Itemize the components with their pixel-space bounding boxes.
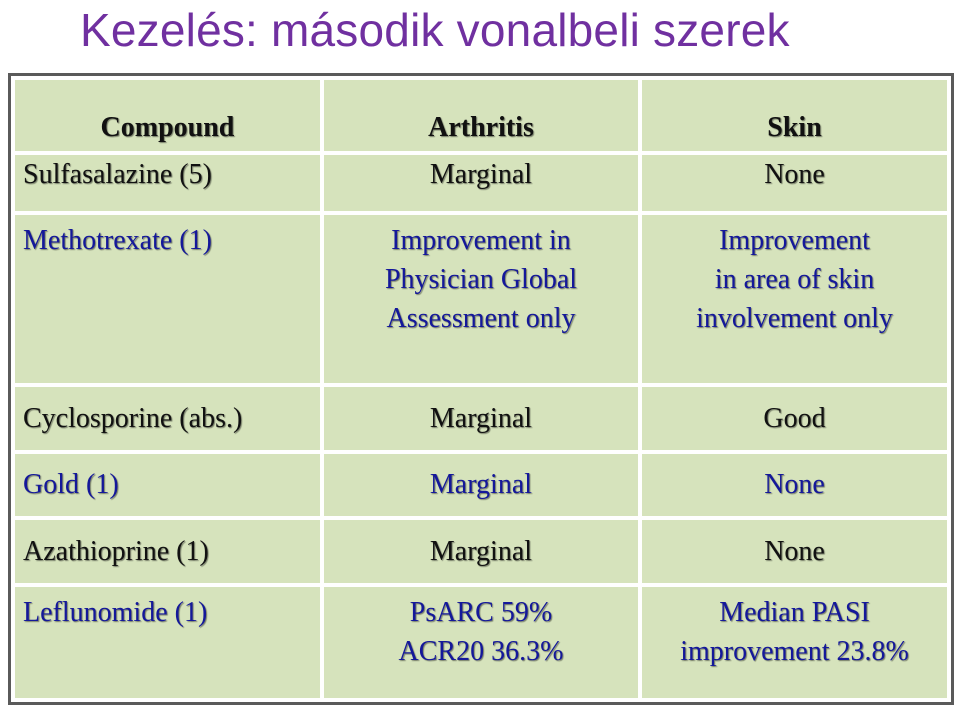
cell-arthritis: Marginal (323, 453, 639, 517)
slide-title: Kezelés: második vonalbeli szerek (80, 4, 790, 56)
cell-line: Marginal (429, 158, 533, 190)
cell-compound: Methotrexate (1) (15, 215, 320, 383)
cell-line: Assessment only (386, 303, 576, 335)
cell-line: PsARC 59% (409, 596, 553, 628)
cell-line: in area of skin (714, 264, 875, 296)
table-row: Sulfasalazine (5) Marginal None (15, 154, 947, 212)
cell-skin: Good (642, 386, 947, 450)
cell-compound: Sulfasalazine (5) (15, 154, 320, 212)
cell-line: Median PASI (719, 596, 870, 628)
table-row: Azathioprine (1) Marginal None (15, 520, 947, 583)
cell-compound: Leflunomide (1) (15, 586, 320, 698)
cell-skin: None (642, 520, 947, 583)
treatment-table: Compound Arthritis Skin Sulfasalazine (5… (8, 73, 954, 705)
table-grid: Compound Arthritis Skin Sulfasalazine (5… (11, 76, 951, 702)
cell-compound: Gold (1) (15, 453, 320, 517)
table-header-row: Compound Arthritis Skin (15, 80, 947, 151)
cell-line: Good (763, 402, 826, 434)
table-row: Cyclosporine (abs.) Marginal Good (15, 386, 947, 450)
cell-arthritis: Marginal (323, 386, 639, 450)
header-compound: Compound (15, 80, 320, 151)
table-row: Methotrexate (1) Improvement in Physicia… (15, 215, 947, 383)
cell-arthritis: PsARC 59% ACR20 36.3% (323, 586, 639, 698)
cell-skin: Improvement in area of skin involvement … (642, 215, 947, 383)
cell-line: ACR20 36.3% (398, 635, 564, 667)
cell-line: improvement 23.8% (680, 635, 909, 667)
cell-line: Marginal (429, 469, 533, 501)
cell-line: Improvement (719, 225, 870, 257)
cell-arthritis: Marginal (323, 520, 639, 583)
cell-line: involvement only (696, 303, 893, 335)
cell-line: Physician Global (384, 264, 578, 296)
cell-line: None (764, 536, 825, 568)
table-row: Gold (1) Marginal None (15, 453, 947, 517)
cell-line: Marginal (429, 536, 533, 568)
cell-arthritis: Marginal (323, 154, 639, 212)
cell-line: None (764, 469, 825, 501)
header-arthritis: Arthritis (323, 80, 639, 151)
table-row: Leflunomide (1) PsARC 59% ACR20 36.3% Me… (15, 586, 947, 698)
cell-line: Marginal (429, 402, 533, 434)
cell-skin: None (642, 154, 947, 212)
header-skin: Skin (642, 80, 947, 151)
cell-line: None (764, 158, 825, 190)
cell-compound: Azathioprine (1) (15, 520, 320, 583)
cell-line: Improvement in (391, 225, 571, 257)
cell-skin: None (642, 453, 947, 517)
cell-arthritis: Improvement in Physician Global Assessme… (323, 215, 639, 383)
cell-skin: Median PASI improvement 23.8% (642, 586, 947, 698)
cell-compound: Cyclosporine (abs.) (15, 386, 320, 450)
